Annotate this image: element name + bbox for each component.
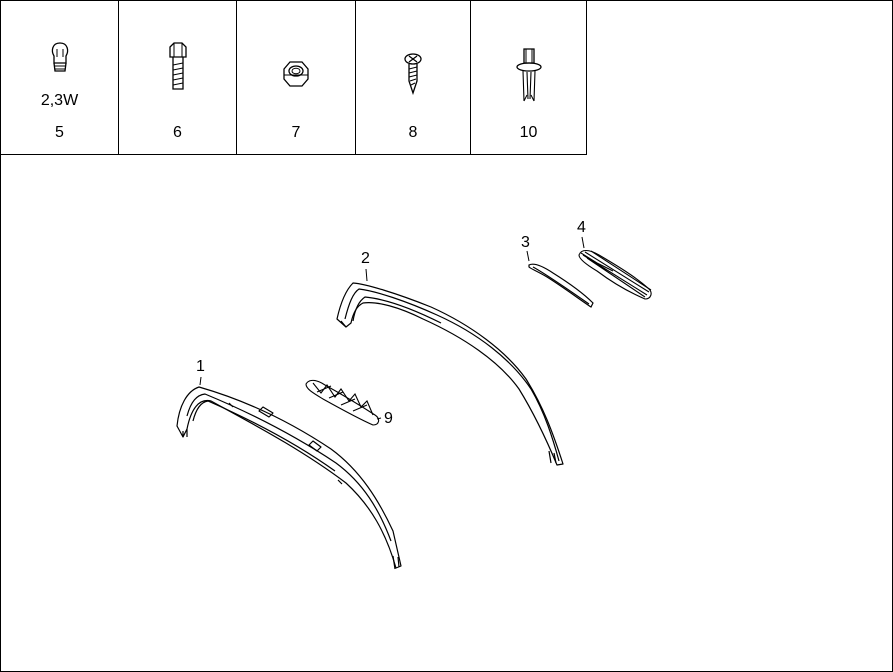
callout-4: 4 [577,219,586,236]
bulb-icon [51,42,68,72]
trim-strip-part-2 [336,282,564,466]
leader-lines [199,236,585,420]
lens-strip-part-4 [578,249,652,300]
callout-2: 2 [361,250,370,267]
trim-strip-part-1 [176,386,402,570]
part-cell-10: 10 [471,1,586,154]
part-number: 5 [55,124,64,141]
callout-3: 3 [521,234,530,251]
screw-icon [404,53,422,95]
part-number: 7 [291,124,301,141]
part-cell-8: 8 [356,1,471,154]
thin-strip-part-3 [528,263,594,308]
callout-9: 9 [384,410,393,427]
part-cell-5: 2,3W 5 [1,1,119,154]
part-spec: 2,3W [40,92,79,109]
parts-table: 2,3W 5 6 7 [1,1,587,155]
part-cell-6: 6 [119,1,237,154]
part-number: 6 [173,124,182,141]
nut-icon [283,61,309,87]
clip-icon [515,48,542,102]
callout-1: 1 [196,358,205,375]
part-number: 8 [408,124,418,141]
reflector-strip-part-9 [305,379,380,426]
part-number: 10 [519,124,538,141]
part-cell-7: 7 [237,1,356,154]
bolt-icon [168,42,187,90]
